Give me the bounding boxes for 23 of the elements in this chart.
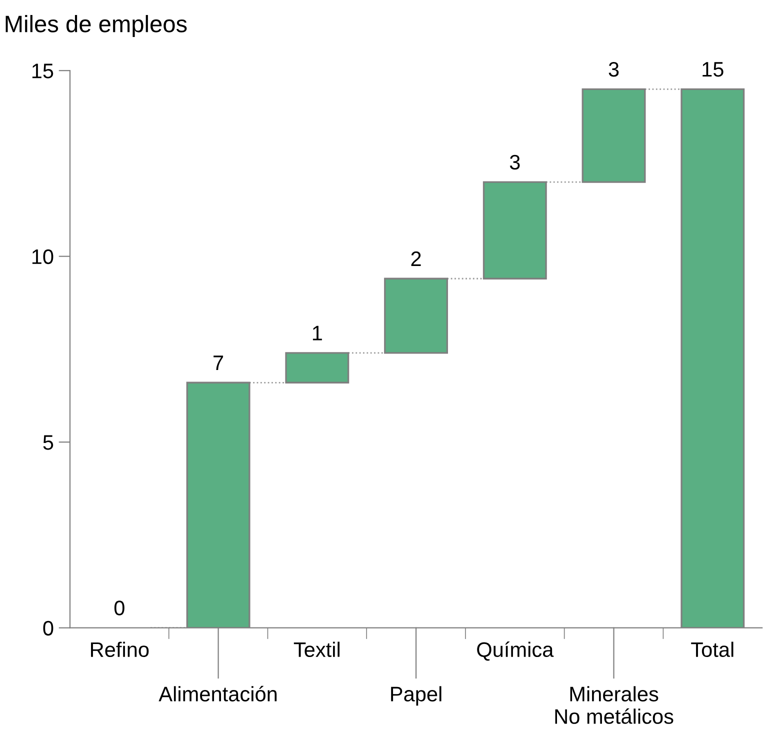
x-tick-label: Alimentación — [158, 686, 277, 702]
x-tick-label: Total — [691, 642, 734, 658]
bar — [384, 278, 448, 354]
data-label: 3 — [608, 62, 619, 77]
x-tick-label: Refino — [91, 642, 149, 658]
bar — [482, 181, 547, 280]
bar — [582, 88, 646, 183]
x-tick-label: Minerales No metálicos — [555, 686, 674, 724]
y-tick-label: 10 — [32, 249, 54, 264]
bar — [285, 352, 350, 384]
data-label: 7 — [214, 356, 224, 370]
y-tick-label: 15 — [32, 64, 54, 78]
y-axis-title: Miles de empleos — [6, 15, 187, 38]
data-label: 3 — [510, 154, 520, 170]
data-label: 1 — [312, 326, 322, 340]
data-label: 2 — [411, 251, 421, 266]
x-tick-label: Papel — [391, 686, 442, 706]
y-tick-label: 0 — [43, 620, 54, 636]
y-tick-label: 5 — [43, 435, 54, 450]
data-label: 0 — [114, 600, 124, 616]
x-tick-label: Textil — [294, 642, 340, 658]
x-tick-label: Química — [477, 641, 554, 661]
data-label: 15 — [702, 62, 724, 77]
